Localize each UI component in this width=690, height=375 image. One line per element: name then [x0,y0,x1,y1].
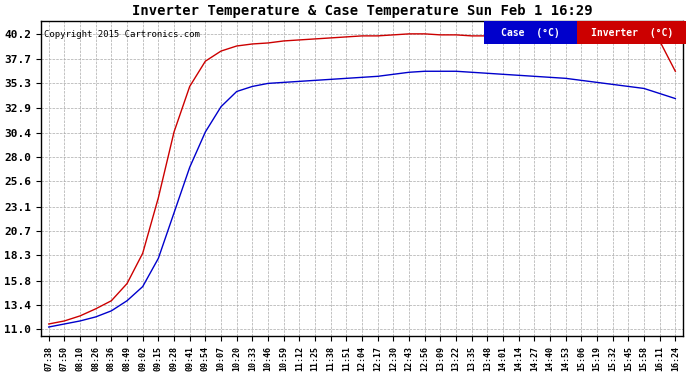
Text: Copyright 2015 Cartronics.com: Copyright 2015 Cartronics.com [44,30,200,39]
Text: Inverter  (°C): Inverter (°C) [591,27,673,38]
Text: Case  (°C): Case (°C) [501,27,560,38]
Title: Inverter Temperature & Case Temperature Sun Feb 1 16:29: Inverter Temperature & Case Temperature … [132,4,592,18]
FancyBboxPatch shape [484,21,577,44]
FancyBboxPatch shape [577,21,687,44]
